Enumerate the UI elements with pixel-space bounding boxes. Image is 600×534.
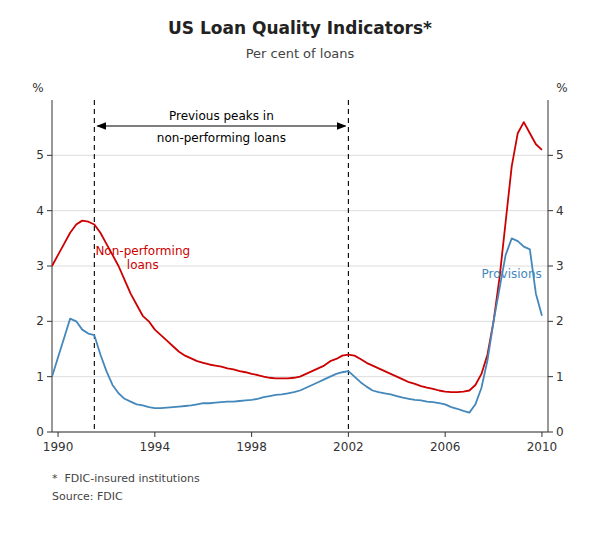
footnote: * FDIC-insured institutions: [52, 472, 200, 485]
x-tick-label: 2010: [527, 440, 558, 454]
span-arrow: [97, 125, 345, 126]
subtitle: Per cent of loans: [246, 46, 355, 61]
x-tick: [541, 432, 542, 437]
x-tick-label: 1994: [140, 440, 171, 454]
y2-tick-label: 0: [556, 425, 564, 439]
series-line: [52, 122, 542, 392]
y2-tick: [548, 155, 553, 156]
x-tick: [348, 432, 349, 437]
y2-tick-label: 3: [556, 259, 564, 273]
reference-line: [94, 100, 95, 432]
y2-tick: [548, 210, 553, 211]
y-tick-label: 3: [36, 259, 44, 273]
y2-axis-label: %: [556, 81, 567, 95]
y-tick-label: 5: [36, 148, 44, 162]
y2-tick-label: 4: [556, 204, 564, 218]
y2-tick: [548, 321, 553, 322]
y-tick: [47, 210, 52, 211]
title: US Loan Quality Indicators*: [168, 18, 432, 38]
y-tick: [47, 321, 52, 322]
x-tick-label: 2006: [430, 440, 461, 454]
y-tick-label: 1: [36, 370, 44, 384]
x-tick-label: 1998: [236, 440, 267, 454]
series-line: [52, 238, 542, 412]
series-label-line: loans: [127, 258, 159, 272]
x-tick-label: 1990: [43, 440, 74, 454]
annotation-text: Previous peaks in: [169, 109, 274, 123]
x-tick: [251, 432, 252, 437]
x-axis: [52, 432, 548, 433]
reference-line: [348, 100, 349, 432]
y-axis-label: %: [32, 81, 43, 95]
series-label-line: Non-performing: [95, 244, 190, 258]
y-tick: [47, 376, 52, 377]
y2-tick: [548, 376, 553, 377]
y2-tick: [548, 266, 553, 267]
chart: US Loan Quality Indicators* Per cent of l…: [0, 0, 600, 534]
y-tick-label: 4: [36, 204, 44, 218]
background: [0, 0, 600, 534]
grid-line: [52, 155, 548, 156]
series-label: Non-performingloans: [95, 244, 190, 272]
plot-area: [52, 100, 542, 432]
series-label-line: Provisions: [482, 267, 542, 281]
x-tick: [445, 432, 446, 437]
series-label: Provisions: [482, 267, 542, 281]
x-tick-label: 2002: [333, 440, 364, 454]
y2-tick-label: 1: [556, 370, 564, 384]
y-tick-label: 2: [36, 314, 44, 328]
grid-line: [52, 321, 548, 322]
grid-line: [52, 432, 548, 433]
annotation-text: non-performing loans: [157, 131, 286, 145]
y2-tick-label: 2: [556, 314, 564, 328]
footnote: Source: FDIC: [52, 490, 123, 503]
y2-tick-label: 5: [556, 148, 564, 162]
y-tick: [47, 155, 52, 156]
grid-line: [52, 210, 548, 211]
y-tick-label: 0: [36, 425, 44, 439]
x-tick: [154, 432, 155, 437]
x-tick: [58, 432, 59, 437]
y2-tick: [548, 432, 553, 433]
y-tick: [47, 432, 52, 433]
y-tick: [47, 266, 52, 267]
